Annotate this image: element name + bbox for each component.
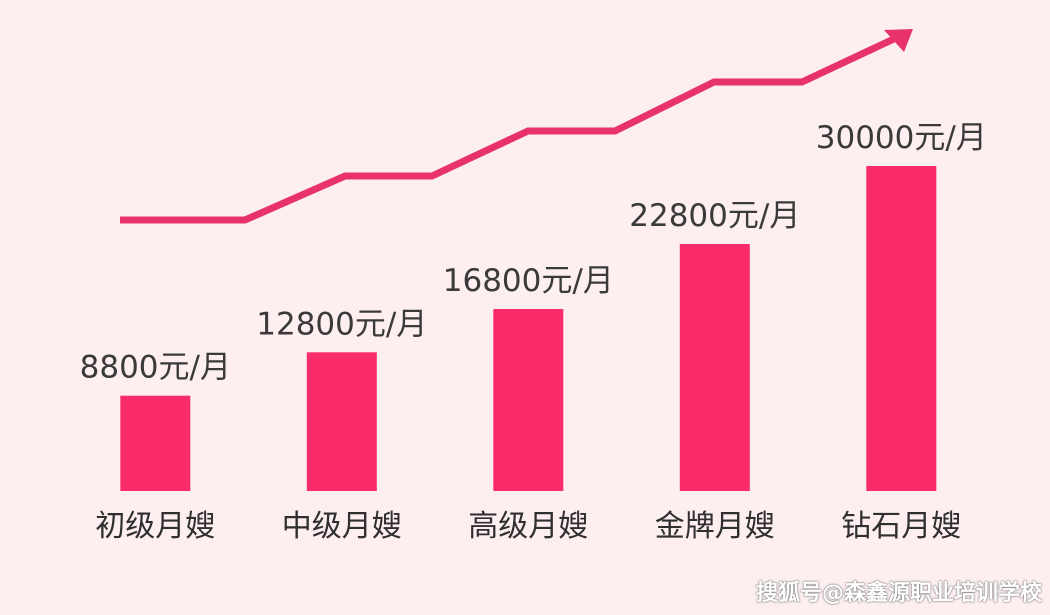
value-label-3: 16800元/月 — [443, 263, 614, 299]
trend-arrow — [120, 29, 913, 224]
bar-2 — [306, 352, 377, 491]
value-label-5: 30000元/月 — [816, 120, 987, 156]
category-label-5: 钻石月嫂 — [841, 509, 961, 544]
category-label-1: 初级月嫂 — [95, 509, 215, 544]
category-labels-group: 初级月嫂 中级月嫂 高级月嫂 金牌月嫂 钻石月嫂 — [95, 509, 961, 544]
bar-4 — [679, 244, 750, 491]
value-labels-group: 8800元/月 12800元/月 16800元/月 22800元/月 30000元/月 — [80, 120, 987, 386]
category-label-2: 中级月嫂 — [282, 509, 402, 544]
category-label-3: 高级月嫂 — [468, 509, 588, 544]
value-label-4: 22800元/月 — [629, 198, 800, 234]
value-label-2: 12800元/月 — [256, 306, 427, 342]
bar-1 — [120, 395, 191, 491]
trend-arrowhead — [884, 29, 913, 52]
bars-group — [120, 166, 937, 491]
value-label-1: 8800元/月 — [80, 350, 231, 386]
trend-line — [120, 33, 900, 224]
bar-5 — [866, 166, 937, 491]
bar-3 — [493, 309, 564, 491]
category-label-4: 金牌月嫂 — [655, 509, 775, 544]
watermark: 搜狐号@森鑫源职业培训学校 — [755, 581, 1042, 606]
